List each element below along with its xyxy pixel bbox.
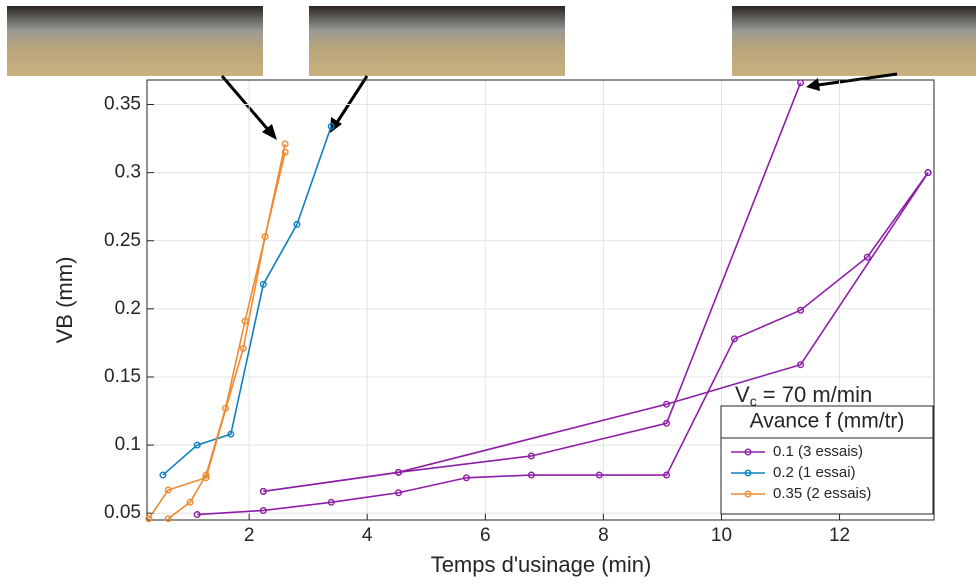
data-point — [186, 498, 194, 506]
arrows — [220, 72, 898, 140]
series-line — [162, 126, 332, 476]
annotation-subscript: c — [750, 393, 757, 409]
series-line — [263, 172, 929, 493]
data-point — [164, 515, 172, 523]
x-tick-label: 8 — [598, 525, 609, 546]
data-point — [327, 498, 335, 506]
legend-label: 0.2 (1 essai) — [773, 464, 856, 481]
plot-frame — [146, 79, 935, 521]
data-point — [281, 148, 289, 156]
legend-box — [720, 405, 934, 515]
x-axis-label: Temps d'usinage (min) — [431, 552, 652, 577]
annotation-main: V — [735, 382, 750, 407]
x-tick-label: 10 — [711, 525, 732, 546]
y-tick-label: 0.05 — [104, 502, 141, 523]
data-point — [527, 471, 535, 479]
y-axis-label: VB (mm) — [52, 257, 77, 344]
data-point — [924, 169, 932, 177]
data-point — [164, 486, 172, 494]
data-point — [863, 253, 871, 261]
data-point — [281, 140, 289, 148]
y-tick-label: 0.15 — [104, 366, 141, 387]
photo — [732, 6, 976, 76]
data-point — [193, 441, 201, 449]
data-point — [227, 430, 235, 438]
legend-marker — [744, 448, 752, 456]
data-point — [241, 317, 249, 325]
data-point — [797, 306, 805, 314]
data-point — [327, 122, 335, 130]
data-point — [293, 220, 301, 228]
data-point — [259, 506, 267, 514]
series-line — [263, 82, 802, 493]
y-tick-label: 0.3 — [115, 162, 141, 183]
photo — [7, 6, 263, 76]
data-point — [595, 471, 603, 479]
data-point — [259, 280, 267, 288]
x-tick-label: 2 — [244, 525, 255, 546]
series-line — [148, 143, 286, 520]
data-point — [797, 361, 805, 369]
y-tick-label: 0.25 — [104, 230, 141, 251]
y-tick-label: 0.2 — [115, 298, 141, 319]
data-point — [259, 487, 267, 495]
data-point — [395, 468, 403, 476]
x-tick-label: 12 — [829, 525, 850, 546]
series-line — [197, 172, 929, 516]
annotation-rest: = 70 m/min — [757, 382, 873, 407]
data-point — [462, 474, 470, 482]
data-point — [395, 489, 403, 497]
y-tick-label: 0.1 — [115, 434, 141, 455]
legend-label: 0.35 (2 essais) — [773, 485, 871, 502]
legend-marker — [744, 490, 752, 498]
photo — [309, 6, 565, 76]
data-point — [663, 419, 671, 427]
data-point — [222, 404, 230, 412]
series-line — [167, 152, 286, 520]
x-tick-label: 4 — [362, 525, 373, 546]
data-point — [193, 511, 201, 519]
data-point — [527, 452, 535, 460]
data-point — [797, 79, 805, 87]
data-point — [730, 335, 738, 343]
data-point — [663, 471, 671, 479]
legend: Avance f (mm/tr) 0.1 (3 essais) 0.2 (1 ess… — [720, 405, 934, 515]
x-tick-label: 6 — [480, 525, 491, 546]
legend-label: 0.1 (3 essais) — [773, 443, 863, 460]
data-point — [663, 400, 671, 408]
legend-title: Avance f (mm/tr) — [750, 410, 905, 433]
data-point — [159, 471, 167, 479]
annotation: Vc = 70 m/min — [735, 382, 872, 409]
y-tick-label: 0.35 — [104, 94, 141, 115]
data-point — [239, 344, 247, 352]
data-point — [145, 515, 153, 523]
data-point — [202, 471, 210, 479]
legend-marker — [744, 469, 752, 477]
